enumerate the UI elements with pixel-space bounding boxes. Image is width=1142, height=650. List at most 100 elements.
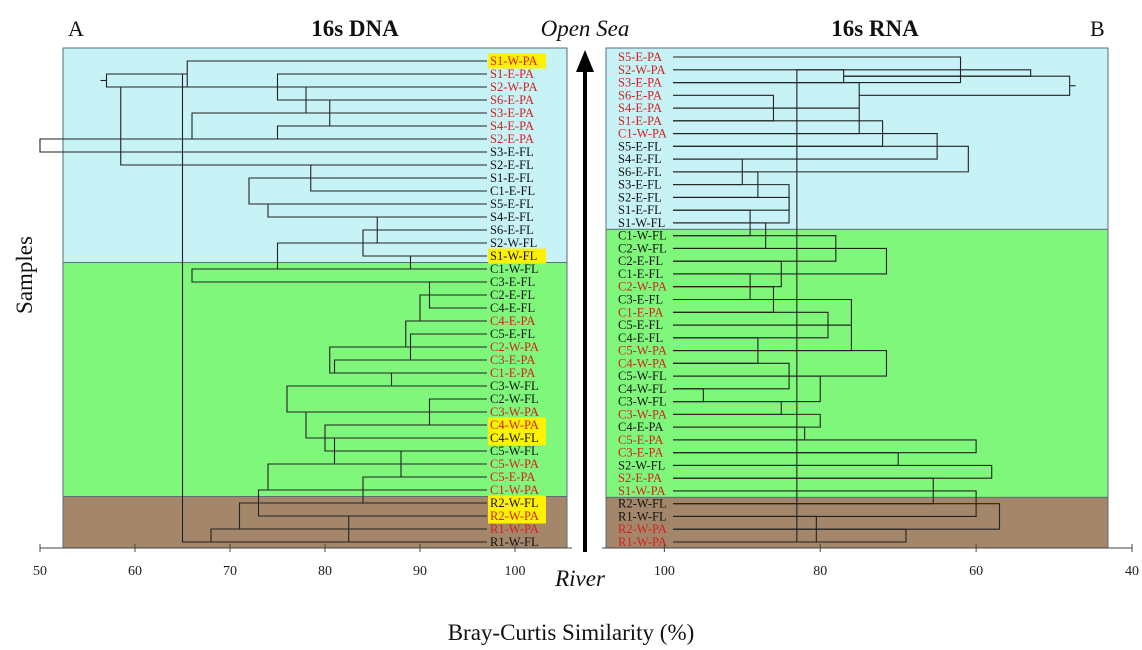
panel-b-title: 16s RNA xyxy=(831,16,919,41)
panel-a-tree xyxy=(39,60,487,543)
leaf-label: C5-W-FL xyxy=(490,444,539,458)
axis-tick-label: 50 xyxy=(33,564,47,579)
tree-merge xyxy=(39,138,487,153)
leaf-highlight xyxy=(488,495,546,511)
leaf-label: C1-E-FL xyxy=(618,267,663,281)
axis-tick-label: 90 xyxy=(413,564,427,579)
leaf-label: C4-W-PA xyxy=(490,418,539,432)
leaf-highlight xyxy=(488,248,546,264)
panel-a-dna: S1-W-PAS1-E-PAS2-W-PAS6-E-PAS3-E-PAS4-E-… xyxy=(33,16,572,579)
leaf-label: C2-W-FL xyxy=(490,392,539,406)
leaf-label: C4-E-PA xyxy=(618,420,663,434)
panel-b-zones xyxy=(605,47,1109,549)
leaf-label: C4-W-FL xyxy=(490,431,539,445)
leaf-label: S4-E-PA xyxy=(490,119,534,133)
leaf-highlight xyxy=(488,53,546,69)
leaf-label: S5-E-FL xyxy=(490,197,534,211)
open-sea-label: Open Sea xyxy=(541,16,630,41)
leaf-label: S2-E-FL xyxy=(490,158,534,172)
leaf-label: C3-E-PA xyxy=(490,353,535,367)
panel-b-tree xyxy=(673,56,1076,543)
axis-tick-label: 100 xyxy=(654,564,675,579)
leaf-highlight xyxy=(488,430,546,446)
zone-river xyxy=(62,496,568,549)
leaf-label: C2-W-PA xyxy=(490,340,539,354)
panel-a-axis: 50 60 70 80 90 100 xyxy=(33,544,572,579)
axis-tick-label: 60 xyxy=(128,564,142,579)
leaf-label: S1-E-PA xyxy=(490,67,534,81)
leaf-label: C5-W-PA xyxy=(490,457,539,471)
river-label: River xyxy=(554,566,606,591)
leaf-label: S2-W-PA xyxy=(618,63,665,77)
leaf-label: S4-E-PA xyxy=(618,101,662,115)
axis-tick-label: 60 xyxy=(969,564,983,579)
leaf-label: C3-W-FL xyxy=(490,379,539,393)
leaf-label: S1-E-FL xyxy=(490,171,534,185)
leaf-label: S1-E-FL xyxy=(618,203,662,217)
tree-merge xyxy=(120,86,487,166)
y-axis-label: Samples xyxy=(12,236,37,314)
panel-a-letter: A xyxy=(68,16,84,41)
leaf-label: C5-E-PA xyxy=(618,433,663,447)
panel-b-leaf-labels: S5-E-PAS2-W-PAS3-E-PAS6-E-PAS4-E-PAS1-E-… xyxy=(618,50,667,549)
panel-b-rna: S5-E-PAS2-W-PAS3-E-PAS6-E-PAS4-E-PAS1-E-… xyxy=(602,16,1139,579)
zone-open-sea xyxy=(62,47,568,276)
leaf-label: C2-W-FL xyxy=(618,241,667,255)
leaf-label: S2-E-PA xyxy=(618,471,662,485)
leaf-label: C3-W-FL xyxy=(618,395,667,409)
panel-b-letter: B xyxy=(1090,16,1105,41)
leaf-label: S1-W-FL xyxy=(618,216,665,230)
x-axis-label: Bray-Curtis Similarity (%) xyxy=(448,620,695,645)
axis-tick-label: 100 xyxy=(505,564,526,579)
leaf-label: S6-E-FL xyxy=(490,223,534,237)
leaf-label: C2-E-FL xyxy=(618,254,663,268)
zone-open-sea xyxy=(605,47,1109,243)
leaf-label: C4-E-PA xyxy=(490,314,535,328)
leaf-label: R1-W-PA xyxy=(618,535,667,549)
leaf-label: R2-W-PA xyxy=(490,509,539,523)
leaf-label: C1-W-PA xyxy=(490,483,539,497)
leaf-label: R2-W-FL xyxy=(618,497,667,511)
panel-a-zones xyxy=(62,47,568,549)
leaf-label: C1-E-PA xyxy=(490,366,535,380)
leaf-label: C4-W-PA xyxy=(618,356,667,370)
axis-tick-label: 80 xyxy=(813,564,827,579)
leaf-label: C4-E-FL xyxy=(618,331,663,345)
leaf-label: S4-E-FL xyxy=(618,152,662,166)
leaf-label: C5-W-PA xyxy=(618,344,667,358)
leaf-label: S5-E-FL xyxy=(618,139,662,153)
leaf-label: R2-W-PA xyxy=(618,522,667,536)
leaf-label: S2-E-PA xyxy=(490,132,534,146)
leaf-label: C2-E-FL xyxy=(490,288,535,302)
leaf-label: C5-E-PA xyxy=(490,470,535,484)
axis-tick-label: 70 xyxy=(223,564,237,579)
leaf-label: C3-E-FL xyxy=(618,293,663,307)
leaf-label: S3-E-FL xyxy=(618,178,662,192)
leaf-label: S1-W-FL xyxy=(490,249,537,263)
leaf-label: S3-E-PA xyxy=(618,76,662,90)
leaf-label: S1-E-PA xyxy=(618,114,662,128)
leaf-label: S4-E-FL xyxy=(490,210,534,224)
center-arrow xyxy=(576,50,594,552)
leaf-label: S6-E-PA xyxy=(618,88,662,102)
arrow-head xyxy=(576,50,594,72)
leaf-highlight xyxy=(488,417,546,433)
leaf-label: C4-E-FL xyxy=(490,301,535,315)
leaf-label: S6-E-PA xyxy=(490,93,534,107)
axis-tick-label: 80 xyxy=(318,564,332,579)
leaf-label: S2-W-PA xyxy=(490,80,537,94)
leaf-label: C1-W-FL xyxy=(618,229,667,243)
panel-a-title: 16s DNA xyxy=(311,16,399,41)
leaf-label: S2-W-FL xyxy=(618,458,665,472)
leaf-label: C1-W-PA xyxy=(618,127,667,141)
leaf-label: R1-W-FL xyxy=(490,535,539,549)
leaf-label: S6-E-FL xyxy=(618,165,662,179)
axis-tick-label: 40 xyxy=(1125,564,1139,579)
tree-merge xyxy=(191,268,487,283)
leaf-label: C5-E-FL xyxy=(490,327,535,341)
leaf-label: S3-E-FL xyxy=(490,145,534,159)
leaf-label: C2-W-PA xyxy=(618,280,667,294)
panel-b-axis: 100 80 60 40 xyxy=(602,544,1139,579)
leaf-label: S1-W-PA xyxy=(618,484,665,498)
